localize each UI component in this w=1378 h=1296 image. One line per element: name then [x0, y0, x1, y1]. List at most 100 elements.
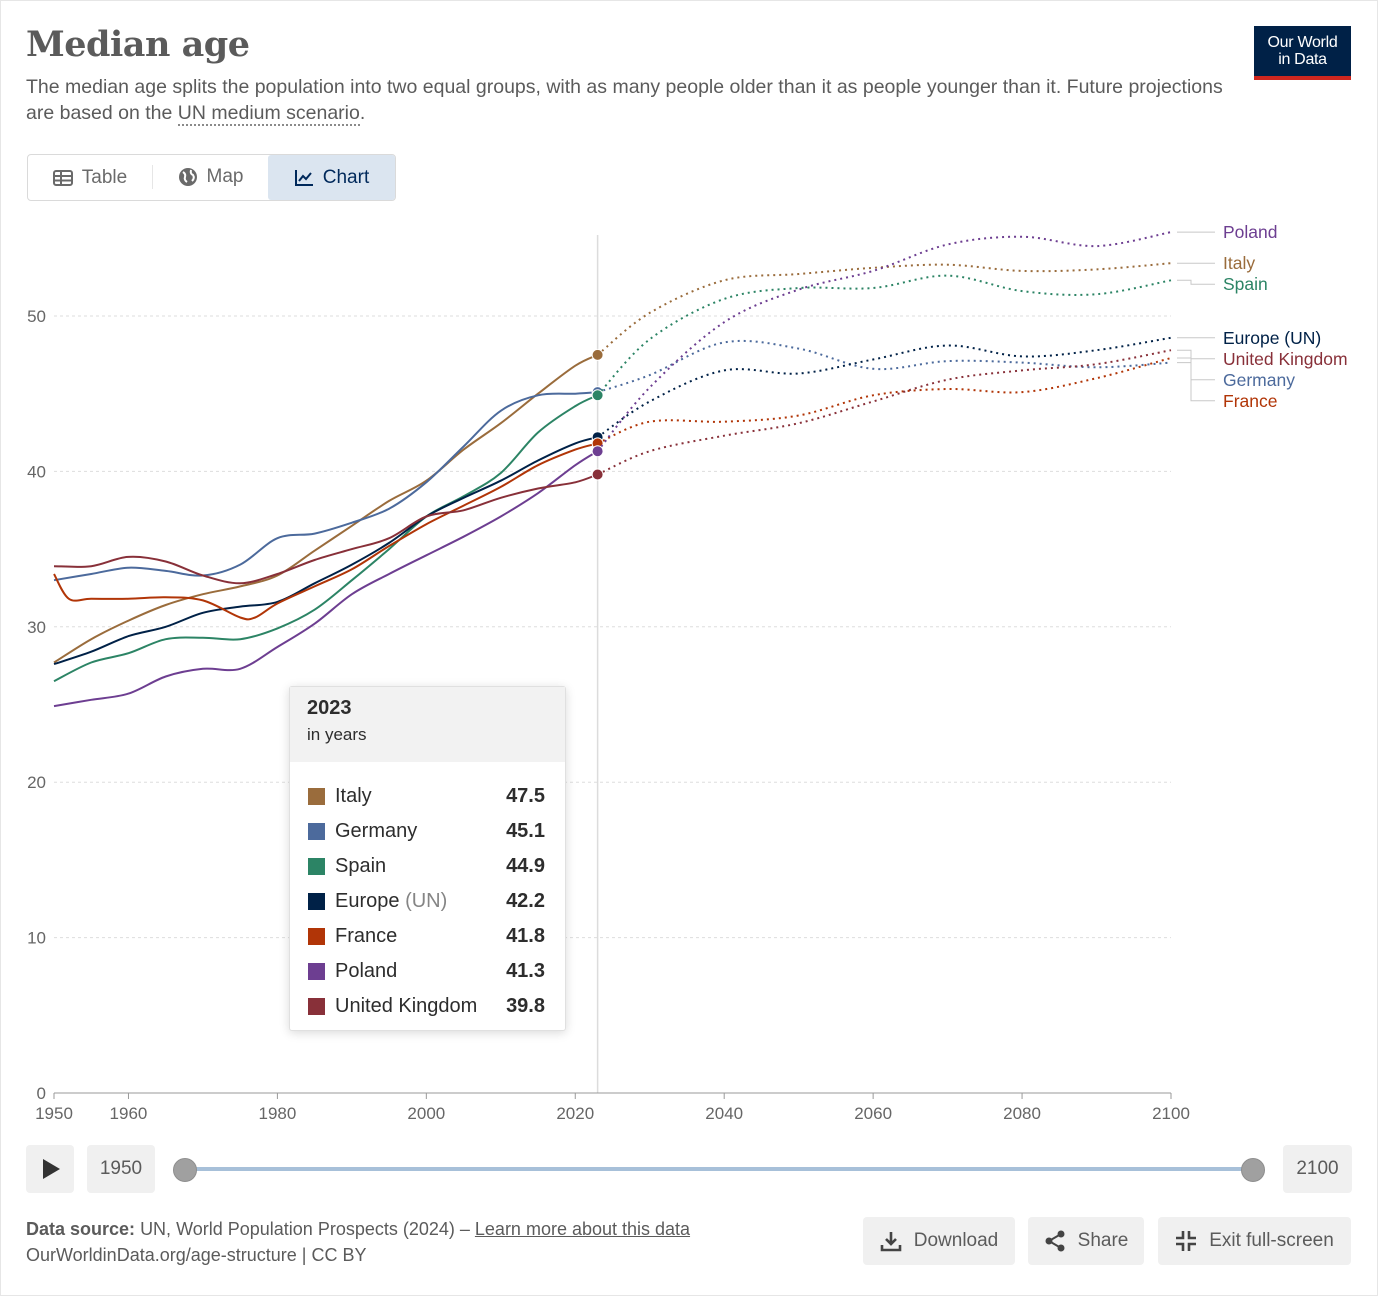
tooltip-country: Europe (UN): [335, 890, 506, 913]
legend-swatch: [308, 823, 325, 840]
tooltip-country: France: [335, 925, 398, 947]
exit-fullscreen-icon: [1176, 1231, 1197, 1251]
timeline-end-handle[interactable]: [1241, 1158, 1265, 1182]
table-icon: [52, 169, 73, 186]
play-button[interactable]: [26, 1145, 74, 1193]
timeline: 1950 2100: [26, 1145, 1352, 1193]
series-label-poland: Poland: [1223, 222, 1278, 242]
tab-chart[interactable]: Chart: [268, 155, 395, 200]
tooltip-row: Italy 47.5: [308, 779, 545, 814]
y-tick-label: 50: [27, 307, 46, 326]
tooltip-country: Poland: [335, 960, 398, 982]
y-tick-label: 0: [37, 1084, 46, 1103]
subtitle-end: .: [359, 102, 366, 124]
legend-swatch: [308, 893, 325, 910]
tab-table-label: Table: [81, 166, 128, 188]
exit-fullscreen-label: Exit full-screen: [1209, 1230, 1334, 1251]
series-label-spain: Spain: [1223, 274, 1268, 294]
tab-table[interactable]: Table: [28, 155, 152, 200]
projection-line-germany: [597, 339, 1172, 394]
x-tick-label: 2040: [705, 1104, 743, 1123]
axis-layer: 0 10 20 30 40 50 1950 1960 1980 2000 2020 2040 2060 2…: [27, 307, 1190, 1123]
tooltip-value: 39.8: [506, 995, 545, 1017]
series-label-italy: Italy: [1223, 253, 1255, 273]
timeline-start-handle[interactable]: [173, 1158, 197, 1182]
un-scenario-link[interactable]: UN medium scenario: [177, 102, 360, 126]
label-connector: [1177, 349, 1215, 360]
y-tick-label: 20: [27, 773, 46, 792]
download-label: Download: [913, 1230, 999, 1251]
tooltip-country-name: Europe: [335, 890, 400, 912]
projection-line-europe-un: [597, 336, 1172, 439]
tooltip-row: Poland 41.3: [308, 954, 545, 989]
series-line-europe-un: [53, 436, 598, 666]
timeline-start-label[interactable]: 1950: [87, 1145, 155, 1193]
marker-poland: [591, 445, 604, 458]
series-line-poland: [53, 450, 599, 708]
x-tick-label: 2060: [854, 1104, 892, 1123]
tooltip-value: 47.5: [506, 785, 545, 807]
series-label-germany: Germany: [1223, 370, 1295, 390]
tooltip-value: 45.1: [506, 820, 545, 842]
label-connector: [1177, 279, 1215, 285]
tooltip-country-suffix: (UN): [405, 890, 448, 912]
tooltip-year: 2023: [307, 697, 352, 719]
tooltip-value: 41.8: [506, 925, 545, 947]
tooltip-rows: Italy 47.5 Germany 45.1 Spain 44.9 Europe (…: [290, 762, 565, 1024]
share-button[interactable]: Share: [1028, 1217, 1144, 1265]
logo-line-1: Our World: [1267, 34, 1338, 51]
series-label-france: France: [1223, 391, 1277, 411]
logo-line-2: in Data: [1278, 51, 1327, 68]
tooltip-row: United Kingdom 39.8: [308, 989, 545, 1024]
owid-logo[interactable]: Our World in Data: [1254, 26, 1351, 80]
projection-line-france: [597, 357, 1172, 445]
label-connector: [1177, 362, 1215, 381]
play-icon: [43, 1159, 60, 1179]
projection-line-spain: [596, 274, 1172, 396]
download-button[interactable]: Download: [863, 1217, 1015, 1265]
label-connector: [1177, 357, 1215, 402]
exit-fullscreen-button[interactable]: Exit full-screen: [1158, 1217, 1351, 1265]
source-label: Data source:: [26, 1219, 136, 1239]
legend-swatch: [308, 858, 325, 875]
x-tick-label: 1950: [35, 1104, 73, 1123]
projection-line-united-kingdom: [597, 349, 1172, 476]
globe-icon: [178, 168, 197, 186]
source-line: Data source: UN, World Population Prospe…: [26, 1216, 690, 1242]
tooltip-country: United Kingdom: [335, 995, 478, 1017]
series-line-italy: [53, 353, 599, 664]
series-line-united-kingdom: [53, 473, 598, 585]
grid-layer: [54, 235, 1171, 1093]
legend-swatch: [308, 928, 325, 945]
tooltip-country: Italy: [335, 785, 372, 807]
x-tick-label: 1960: [110, 1104, 148, 1123]
data-source: Data source: UN, World Population Prospe…: [26, 1216, 690, 1268]
timeline-end-label[interactable]: 2100: [1283, 1145, 1352, 1193]
y-tick-label: 10: [27, 929, 46, 948]
tooltip-row: Spain 44.9: [308, 849, 545, 884]
learn-more-link[interactable]: Learn more about this data: [474, 1219, 691, 1239]
tooltip-header: 2023 in years: [290, 687, 565, 762]
series-label-united-kingdom: United Kingdom: [1223, 349, 1348, 369]
tooltip-row: France 41.8: [308, 919, 545, 954]
marker-italy: [591, 348, 604, 361]
legend-swatch: [308, 788, 325, 805]
share-icon: [1045, 1230, 1065, 1252]
legend-swatch: [308, 963, 325, 980]
series-layer: [53, 231, 1172, 708]
line-chart-icon: [294, 169, 313, 186]
x-tick-label: 2080: [1003, 1104, 1041, 1123]
page-title: Median age: [26, 24, 250, 65]
tab-chart-label: Chart: [322, 166, 370, 188]
tooltip-country: Spain: [335, 855, 387, 877]
source-url: OurWorldinData.org/age-structure | CC BY: [26, 1245, 367, 1265]
download-icon: [880, 1232, 902, 1252]
tooltip-row: Germany 45.1: [308, 814, 545, 849]
chart-subtitle: The median age splits the population int…: [26, 74, 1226, 126]
marker-spain: [591, 389, 604, 402]
y-tick-label: 40: [27, 462, 46, 481]
tab-map-label: Map: [206, 166, 244, 187]
timeline-track[interactable]: [184, 1167, 1252, 1171]
tab-map[interactable]: Map: [152, 165, 268, 189]
